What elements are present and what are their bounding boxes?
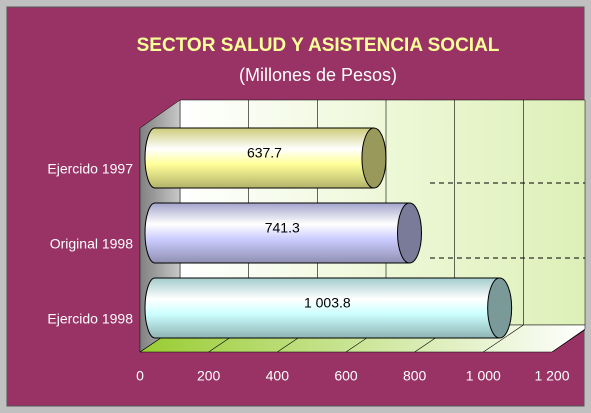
data-label: 637.7 xyxy=(247,145,282,161)
bar xyxy=(144,277,501,339)
x-tick-label: 800 xyxy=(403,368,427,384)
bar xyxy=(144,202,411,264)
y-tick-label: Original 1998 xyxy=(50,236,133,252)
x-tick-label: 0 xyxy=(136,368,144,384)
chart-title: SECTOR SALUD Y ASISTENCIA SOCIAL xyxy=(137,35,500,56)
x-tick-label: 200 xyxy=(197,368,221,384)
data-label: 741.3 xyxy=(265,220,300,236)
x-tick-label: 1 000 xyxy=(466,368,501,384)
tick-mark xyxy=(551,329,586,353)
chart-subtitle: (Millones de Pesos) xyxy=(239,65,397,85)
x-tick-label: 1 200 xyxy=(534,368,569,384)
bar-cap xyxy=(361,127,387,189)
x-tick-label: 600 xyxy=(334,368,358,384)
tick-mark xyxy=(483,324,524,353)
y-tick-label: Ejercido 1998 xyxy=(47,311,133,327)
y-tick-label: Ejercido 1997 xyxy=(47,161,133,177)
bar-cap xyxy=(487,277,513,339)
x-tick-label: 400 xyxy=(266,368,290,384)
bar-cap xyxy=(397,202,423,264)
bar xyxy=(144,127,375,189)
data-label: 1 003.8 xyxy=(304,295,351,311)
